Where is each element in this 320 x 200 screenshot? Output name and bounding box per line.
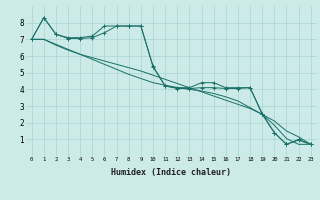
X-axis label: Humidex (Indice chaleur): Humidex (Indice chaleur) xyxy=(111,168,231,177)
